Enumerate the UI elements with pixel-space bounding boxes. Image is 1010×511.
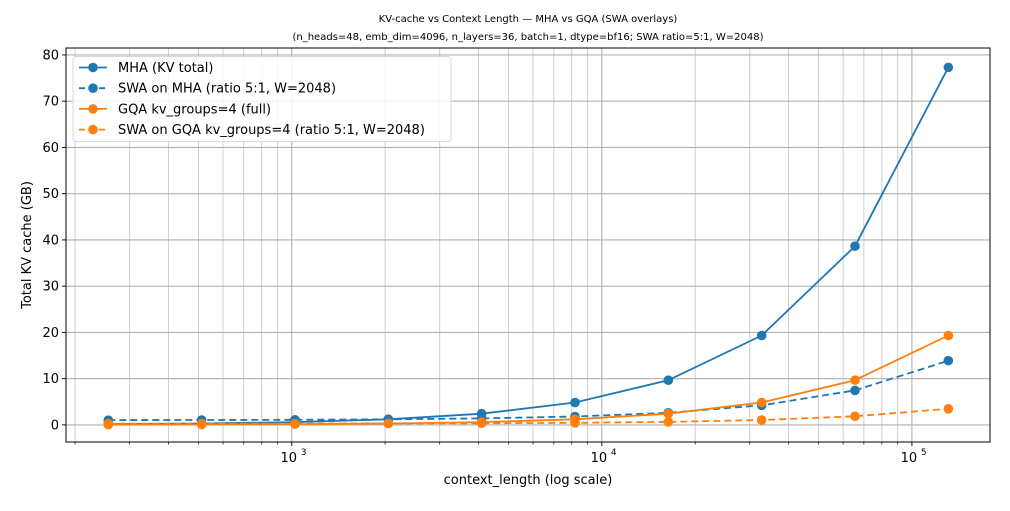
data-point [943,355,954,366]
data-point [103,418,114,429]
y-tick-label: 40 [42,233,59,248]
y-tick-label: 10 [42,372,59,387]
series-line [108,359,949,422]
plot-series [103,62,954,430]
y-tick-label: 70 [42,95,59,110]
x-tick-exponent: 5 [921,448,927,458]
y-tick-label: 60 [42,141,59,156]
legend-label: GQA kv_groups=4 (full) [118,102,271,117]
series-line [108,407,949,425]
data-point [476,418,487,429]
data-point [756,330,767,341]
data-point [663,417,674,427]
x-tick-label: 10 [281,451,298,466]
data-point [383,418,394,429]
data-point [850,375,860,385]
legend-marker [88,83,98,93]
legend-label: SWA on GQA kv_groups=4 (ratio 5:1, W=204… [118,123,425,138]
series-line [108,334,949,426]
x-tick-label: 10 [591,451,608,466]
x-tick-exponent: 3 [301,448,307,458]
chart-title: KV-cache vs Context Length — MHA vs GQA … [379,14,678,25]
y-tick-label: 50 [42,187,59,202]
legend-label: MHA (KV total) [118,61,213,76]
data-point [290,418,300,429]
data-point [943,404,954,414]
y-tick-label: 30 [42,280,59,295]
data-point [570,397,580,408]
y-tick-label: 80 [42,48,59,63]
y-tick-label: 20 [42,326,59,341]
legend: MHA (KV total) SWA on MHA (ratio 5:1, W=2… [72,56,452,142]
data-point [850,241,860,251]
plot-frame [65,47,991,443]
y-axis-label: Total KV cache (GB) [20,181,35,310]
y-tick-label: 0 [51,418,59,433]
data-point [850,385,860,396]
x-tick-label: 10 [901,451,918,466]
chart-subtitle: (n_heads=48, emb_dim=4096, n_layers=36, … [292,32,763,43]
legend-box [72,56,452,142]
data-point [943,330,954,341]
data-point [570,417,580,428]
series-line [108,66,950,426]
legend-marker [88,124,98,135]
data-point [756,397,767,408]
data-point [196,418,207,429]
data-point [756,415,767,425]
legend-marker [88,62,98,73]
x-tick-exponent: 4 [611,448,617,458]
data-point [850,411,860,422]
legend-label: SWA on MHA (ratio 5:1, W=2048) [118,82,336,97]
data-point [663,408,674,419]
data-point [663,375,674,385]
legend-marker [88,104,98,114]
x-axis-label: context_length (log scale) [444,473,613,488]
data-point [943,62,954,73]
